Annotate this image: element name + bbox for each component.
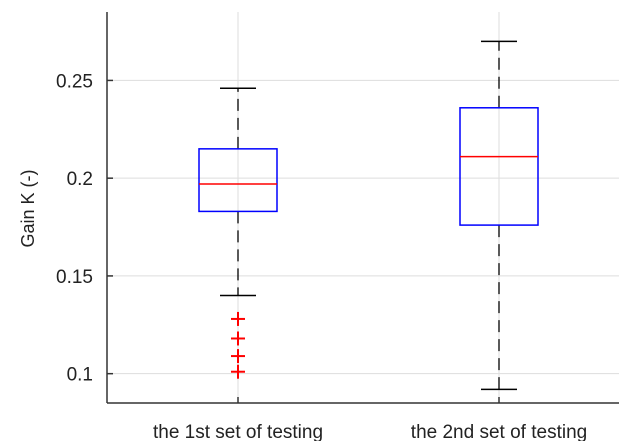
outlier-marker [231, 331, 245, 346]
x-ticks: the 1st set of testing the 2nd set of tes… [153, 397, 587, 441]
y-tick-label: 0.15 [56, 267, 93, 288]
outlier-marker [231, 364, 245, 379]
y-ticks: 0.1 0.15 0.2 0.25 [56, 71, 113, 386]
box-1 [198, 87, 278, 379]
axes [106, 12, 619, 404]
outlier-marker [231, 311, 245, 326]
y-tick-label: 0.2 [67, 169, 93, 190]
y-tick-label: 0.1 [67, 365, 93, 386]
y-axis-title: Gain K (-) [18, 169, 38, 247]
iqr-box [198, 148, 278, 213]
box-2 [459, 40, 539, 391]
y-tick-label: 0.25 [56, 71, 93, 92]
iqr-box [459, 107, 539, 226]
x-tick-label: the 1st set of testing [153, 422, 323, 441]
x-tick-label: the 2nd set of testing [411, 422, 587, 441]
outlier-marker [231, 349, 245, 364]
grid-lines [107, 12, 619, 403]
boxes [198, 40, 539, 391]
